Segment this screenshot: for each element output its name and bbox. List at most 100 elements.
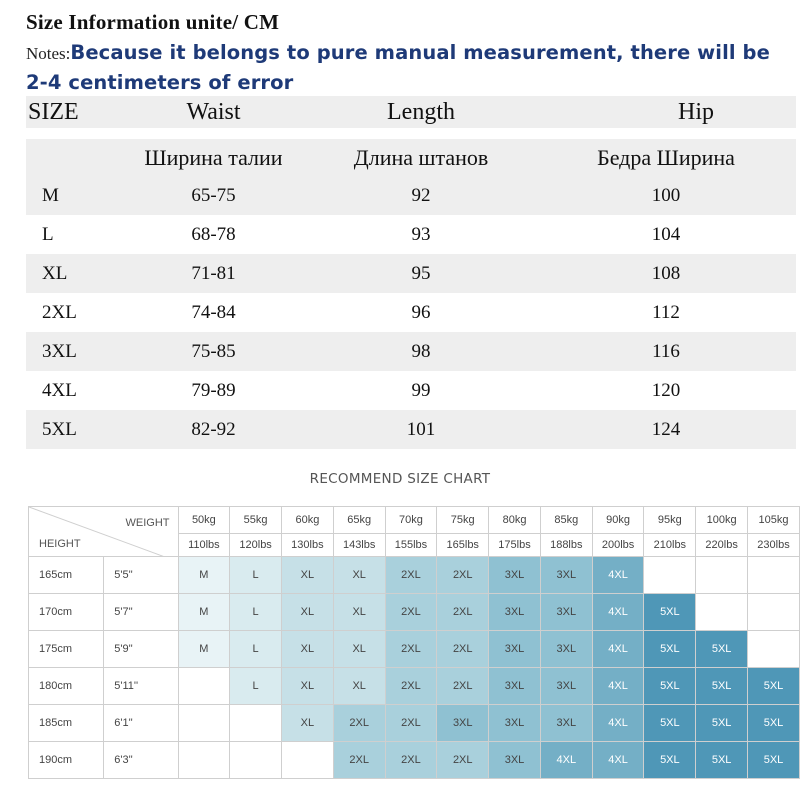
height-ft-cell: 5'11'' (103, 667, 179, 705)
recommended-size-cell (229, 704, 282, 742)
recommended-size-cell: 2XL (384, 630, 438, 668)
hip-cell: 104 (651, 223, 681, 245)
recommended-size-cell: 4XL (591, 704, 645, 742)
recommended-size-cell: 3XL (488, 556, 541, 594)
recommended-size-cell: 2XL (384, 667, 438, 705)
col-header-length: Length (306, 96, 536, 128)
recommended-size-cell: L (229, 556, 282, 594)
height-ft-cell: 5'7'' (103, 593, 179, 631)
notes-label: Notes: (26, 44, 71, 63)
weight-kg-header: 90kg (591, 506, 645, 534)
recommended-size-cell: 5XL (643, 704, 697, 742)
recommended-size-cell: 5XL (643, 667, 697, 705)
corner-diagonal (29, 507, 165, 557)
height-cm-cell: 185cm (27, 704, 105, 742)
recommended-size-cell: XL (281, 593, 334, 631)
weight-kg-header: 100kg (695, 506, 749, 534)
recommend-chart-body: WEIGHT HEIGHT 50kg 55kg 60kg 65kg 70kg 75kg 80… (27, 506, 800, 779)
recommended-size-cell: M (177, 630, 231, 668)
weight-kg-header: 75kg (436, 506, 490, 534)
recommended-size-cell: 2XL (436, 556, 490, 594)
recommended-size-cell: 5XL (643, 741, 697, 779)
recommended-size-cell (747, 556, 800, 594)
recommended-size-cell: L (229, 593, 282, 631)
size-row: M 65-75 92 100 (26, 176, 796, 215)
ru-header-empty (26, 139, 121, 176)
recommended-size-cell: 4XL (591, 667, 645, 705)
weight-lbs-header: 155lbs (384, 533, 438, 557)
recommended-size-cell: XL (281, 704, 334, 742)
recommended-size-cell: XL (332, 630, 386, 668)
recommend-chart-title: RECOMMEND SIZE CHART (309, 471, 491, 487)
recommended-size-cell: 3XL (539, 630, 593, 668)
recommended-size-cell: 5XL (747, 741, 800, 779)
recommended-size-cell: 3XL (488, 667, 541, 705)
recommended-size-cell: 3XL (488, 704, 541, 742)
weight-lbs-header: 188lbs (539, 533, 593, 557)
weight-lbs-header: 200lbs (591, 533, 645, 557)
hip-cell: 100 (536, 176, 796, 215)
size-cell: 5XL (26, 410, 121, 449)
recommended-size-cell: XL (281, 667, 334, 705)
ru-header-length: Длина штанов (306, 139, 536, 176)
recommended-size-cell: 3XL (539, 593, 593, 631)
size-row: 2XL 74-84 96 112 (26, 293, 796, 332)
recommended-size-cell (177, 741, 231, 779)
weight-lbs-header: 110lbs (177, 533, 231, 557)
height-cm-cell: 165cm (27, 556, 105, 594)
weight-kg-header: 70kg (384, 506, 438, 534)
height-ft-cell: 5'9'' (103, 630, 179, 668)
weight-lbs-header: 120lbs (229, 533, 282, 557)
recommended-size-cell: 5XL (747, 667, 800, 705)
weight-kg-header: 60kg (281, 506, 334, 534)
recommended-size-cell: M (177, 556, 231, 594)
length-cell: 101 (306, 410, 536, 449)
recommended-size-cell: 2XL (436, 741, 490, 779)
size-cell: M (26, 176, 121, 215)
hip-cell: 108 (536, 254, 796, 293)
weight-kg-row: WEIGHT HEIGHT 50kg 55kg 60kg 65kg 70kg 75kg 80… (28, 506, 800, 557)
height-row: 170cm 5'7'' M L XL XL 2XL 2XL 3XL 3XL 4XL 5XL (27, 593, 800, 631)
recommended-size-cell: 3XL (488, 741, 541, 779)
waist-cell: 74-84 (191, 301, 236, 323)
weight-kg-header: 65kg (332, 506, 386, 534)
recommended-size-cell: 5XL (643, 630, 697, 668)
recommend-size-chart: WEIGHT HEIGHT 50kg 55kg 60kg 65kg 70kg 75kg 80… (27, 506, 800, 779)
recommended-size-cell (281, 741, 334, 779)
waist-cell: 75-85 (121, 332, 306, 371)
recommended-size-cell: 3XL (488, 593, 541, 631)
size-row: XL 71-81 95 108 (26, 254, 796, 293)
weight-lbs-header: 230lbs (747, 533, 800, 557)
recommended-size-cell: 3XL (539, 704, 593, 742)
length-cell: 92 (306, 176, 536, 215)
recommended-size-cell (695, 556, 749, 594)
weight-kg-header: 80kg (488, 506, 541, 534)
col-header-waist: Waist (121, 96, 306, 128)
recommended-size-cell (229, 741, 282, 779)
height-ft-cell: 5'5'' (103, 556, 179, 594)
size-row: 5XL 82-92 101 124 (26, 410, 796, 449)
chart-corner: WEIGHT HEIGHT (28, 506, 179, 557)
recommended-size-cell: 5XL (695, 704, 749, 742)
waist-cell: 82-92 (121, 410, 306, 449)
height-cm-cell: 180cm (27, 667, 105, 705)
size-cell: L (42, 223, 54, 245)
col-header-hip: Hip (536, 96, 796, 128)
waist-cell: 65-75 (121, 176, 306, 215)
height-row: 185cm 6'1'' XL 2XL 2XL 3XL 3XL 3XL 4XL 5XL 5XL 5XL (27, 704, 800, 742)
height-ft-cell: 6'3'' (103, 741, 179, 779)
recommended-size-cell: 4XL (591, 630, 645, 668)
height-cm-cell: 170cm (27, 593, 105, 631)
recommended-size-cell: 2XL (384, 556, 438, 594)
notes: Notes:Because it belongs to pure manual … (26, 38, 796, 97)
recommended-size-cell: M (177, 593, 231, 631)
size-row: L 68-78 93 104 (26, 215, 796, 254)
height-row: 175cm 5'9'' M L XL XL 2XL 2XL 3XL 3XL 4XL 5XL 5XL (27, 630, 800, 668)
length-cell: 93 (411, 223, 431, 245)
recommended-size-cell: L (229, 667, 282, 705)
length-cell: 98 (306, 332, 536, 371)
recommended-size-cell: 2XL (384, 593, 438, 631)
size-cell: 4XL (42, 379, 77, 401)
recommended-size-cell: 5XL (747, 704, 800, 742)
weight-kg-header: 95kg (643, 506, 697, 534)
